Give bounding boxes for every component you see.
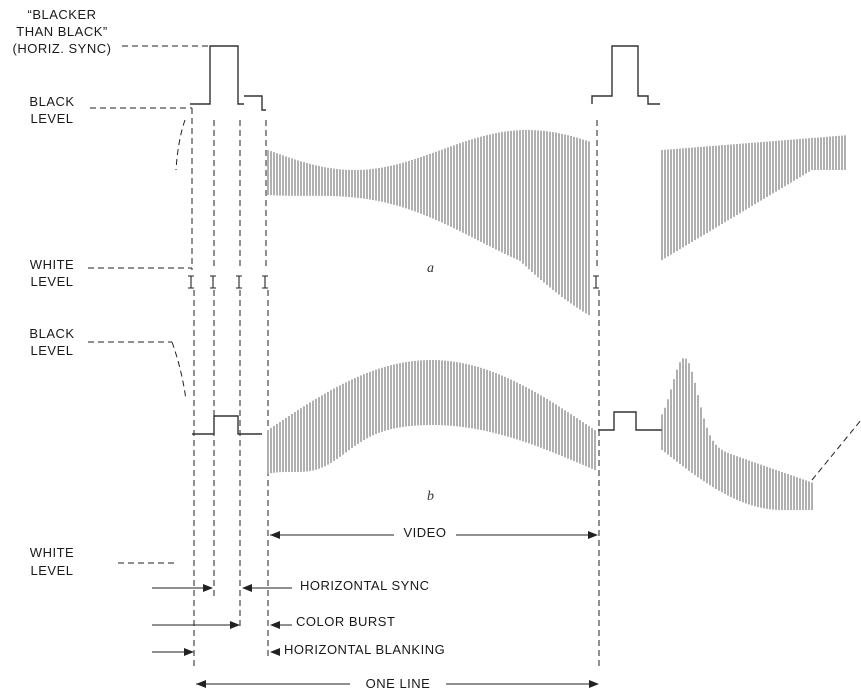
blacker-than-black-label-line2: THAN BLACK” (16, 24, 107, 39)
one-line-label: ONE LINE (366, 676, 431, 690)
horizontal-blanking-label: HORIZONTAL BLANKING (284, 642, 445, 657)
black-level-b-label-line1: BLACK (29, 326, 74, 341)
break-ticks (188, 275, 599, 289)
leader-lines (88, 45, 210, 564)
waveform-a-video-segment-1 (267, 130, 590, 316)
black-level-a-label-line2: LEVEL (31, 111, 74, 126)
waveform-a-video-segment-2 (661, 135, 846, 260)
continuation-dashes (811, 419, 861, 481)
video-label: VIDEO (404, 525, 447, 540)
horizontal-sync-label: HORIZONTAL SYNC (300, 578, 430, 593)
blacker-than-black-label-line1: “BLACKER (27, 7, 96, 22)
vertical-guides (171, 108, 600, 666)
white-level-b-label-line1: WHITE (30, 545, 74, 560)
waveform-a (190, 45, 846, 316)
color-burst-label: COLOR BURST (296, 614, 395, 629)
horizontal-blanking-dimension (152, 648, 280, 656)
white-level-a-label-line1: WHITE (30, 257, 74, 272)
waveform-b-video-segment-2 (661, 358, 813, 510)
white-level-b-label-line2: LEVEL (31, 563, 74, 578)
waveform-b-label: b (427, 489, 434, 504)
black-level-a-label-line1: BLACK (29, 94, 74, 109)
color-burst-dimension (152, 621, 292, 629)
black-level-b-label-line2: LEVEL (31, 343, 74, 358)
blacker-than-black-label-line3: (HORIZ. SYNC) (13, 41, 112, 56)
one-line-dimension (196, 680, 599, 688)
white-level-a-label-line2: LEVEL (31, 274, 74, 289)
waveform-a-label: a (427, 261, 434, 276)
waveform-b-video-segment-1 (267, 360, 596, 474)
video-dimension (270, 531, 598, 539)
horizontal-sync-dimension (152, 584, 292, 592)
waveform-b (192, 358, 813, 510)
